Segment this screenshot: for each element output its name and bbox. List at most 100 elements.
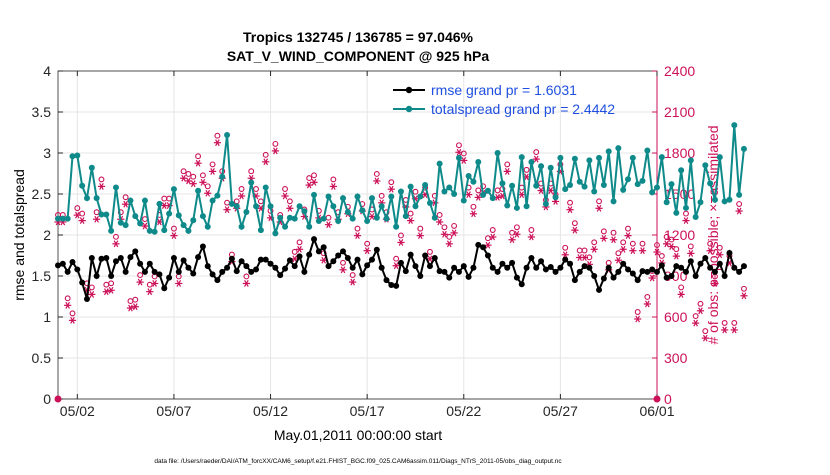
obs-possible-marker: [291, 248, 298, 255]
obs-possible-marker: [214, 132, 221, 139]
obs-possible-marker: [108, 280, 115, 287]
rmse-point: [93, 273, 100, 279]
obs-assimilated-stroke: [731, 326, 737, 334]
obs-assimilated-stroke: [620, 245, 626, 253]
obs-assimilated-stroke: [669, 243, 674, 250]
totalspread-point: [509, 182, 516, 189]
rmse-point: [451, 264, 458, 271]
totalspread-point: [282, 223, 289, 230]
rmse-point: [692, 273, 699, 279]
totalspread-point: [634, 181, 641, 188]
obs-assimilated-stroke: [727, 259, 732, 267]
totalspread-point: [83, 195, 90, 202]
totalspread-point: [335, 218, 342, 225]
rmse-point: [600, 275, 607, 282]
obs-assimilated-marker: [349, 278, 357, 286]
rmse-point: [170, 254, 177, 261]
obs-assimilated-marker: [503, 167, 511, 175]
obs-possible-marker: [600, 228, 607, 235]
rmse-point: [513, 274, 520, 281]
rmse-point: [64, 268, 71, 275]
obs-assimilated-stroke: [635, 315, 640, 323]
obs-assimilated-marker: [619, 245, 627, 253]
obs-assimilated-marker: [440, 230, 449, 238]
rmse-point: [634, 277, 641, 284]
obs-assimilated-marker: [64, 301, 72, 309]
obs-assimilated-stroke: [688, 249, 694, 257]
obs-possible-marker: [683, 210, 689, 217]
obs-possible-marker: [417, 225, 424, 232]
obs-possible-marker: [93, 209, 100, 216]
rmse-point: [687, 258, 694, 265]
obs-assimilated-marker: [595, 204, 603, 212]
y-right-tick-label-7: 2100: [664, 104, 695, 120]
totalspread-point: [204, 223, 211, 230]
obs-assimilated-stroke: [712, 280, 718, 287]
legend: rmse grand pr = 1.6031 totalspread grand …: [393, 82, 615, 117]
obs-possible-marker: [673, 246, 680, 253]
obs-assimilated-marker: [310, 178, 318, 186]
rmse-point: [315, 248, 322, 255]
totalspread-point: [629, 154, 636, 161]
rmse-point: [644, 268, 651, 275]
rmse-point: [204, 263, 211, 270]
totalspread-point: [673, 209, 680, 216]
obs-assimilated-marker: [223, 206, 231, 214]
obs-assimilated-stroke: [741, 292, 747, 300]
totalspread-point: [344, 209, 351, 216]
obs-assimilated-marker: [199, 178, 207, 186]
rmse-point: [224, 264, 231, 271]
obs-assimilated-marker: [648, 274, 656, 282]
totalspread-point: [301, 208, 308, 215]
rmse-point: [383, 277, 390, 284]
rmse-point: [112, 258, 119, 265]
obs-assimilated-marker: [339, 266, 347, 274]
rmse-point: [117, 254, 124, 261]
obs-assimilated-stroke: [442, 230, 447, 238]
obs-assimilated-stroke: [205, 189, 211, 197]
obs-assimilated-stroke: [263, 158, 269, 166]
plot-layer: 05/02 05/07 05/12 05/17 05/22 05/27 06/0100.51…: [32, 63, 748, 419]
rmse-point: [277, 272, 284, 279]
obs-assimilated-stroke: [427, 255, 433, 263]
rmse-point: [141, 268, 148, 275]
rmse-point: [108, 273, 115, 279]
rmse-point: [397, 259, 404, 266]
obs-possible-marker: [610, 229, 617, 236]
obs-assimilated-stroke: [538, 187, 544, 194]
totalspread-point: [581, 183, 588, 190]
obs-assimilated-stroke: [562, 251, 568, 259]
rmse-point: [605, 264, 612, 271]
obs-assimilated-stroke: [128, 304, 133, 312]
totalspread-point: [243, 209, 250, 216]
obs-possible-marker: [634, 309, 641, 315]
obs-assimilated-marker: [97, 183, 106, 190]
obs-assimilated-marker: [513, 230, 521, 238]
totalspread-point: [687, 157, 694, 164]
rmse-point: [499, 260, 506, 267]
obs-assimilated-marker: [508, 236, 516, 244]
totalspread-point: [388, 193, 395, 200]
obs-assimilated-marker: [397, 239, 405, 246]
obs-assimilated-stroke: [485, 241, 491, 249]
obs-assimilated-marker: [735, 207, 743, 215]
totalspread-point: [93, 195, 100, 202]
totalspread-point: [257, 227, 264, 234]
obs-assimilated-marker: [600, 234, 608, 242]
obs-assimilated-marker: [416, 232, 424, 240]
obs-assimilated-stroke: [572, 226, 578, 234]
obs-count-markers: [54, 132, 748, 342]
obs-assimilated-stroke: [244, 280, 249, 287]
obs-possible-marker: [132, 296, 139, 303]
obs-assimilated-marker: [518, 191, 526, 199]
totalspread-point: [330, 203, 337, 210]
obs-assimilated-stroke: [123, 200, 128, 208]
rmse-point: [393, 282, 400, 289]
obs-possible-marker: [340, 259, 346, 266]
obs-assimilated-marker: [672, 252, 680, 260]
obs-assimilated-stroke: [698, 307, 703, 315]
obs-assimilated-stroke: [504, 167, 510, 175]
obs-assimilated-stroke: [446, 240, 452, 248]
obs-possible-marker: [571, 220, 578, 227]
